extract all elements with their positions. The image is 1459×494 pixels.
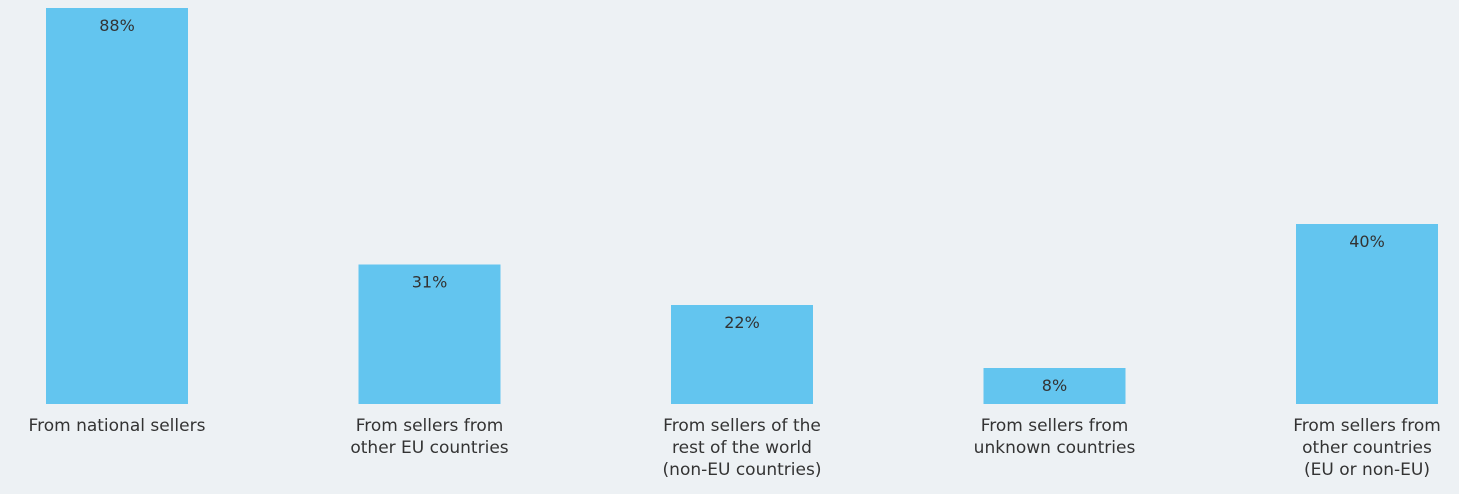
category-label-4-line-1: other countries [1302, 438, 1432, 458]
bars-group [46, 8, 1438, 404]
value-labels-group: 88% 31% 22% 8% 40% [99, 16, 1385, 395]
value-label-0: 88% [99, 16, 135, 35]
category-label-1-line-1: other EU countries [350, 438, 508, 458]
category-label-0-line-0: From national sellers [29, 416, 206, 436]
bar-4 [1296, 224, 1438, 404]
category-label-4-line-2: (EU or non-EU) [1304, 460, 1430, 480]
bar-2 [671, 305, 813, 404]
category-label-3-line-1: unknown countries [974, 438, 1136, 458]
category-labels-group: From national sellers From sellers from ot… [29, 416, 1441, 480]
category-label-3: From sellers from unknown countries [974, 416, 1136, 458]
category-label-2-line-1: rest of the world [672, 438, 812, 458]
category-label-4: From sellers from other countries (EU or n… [1293, 416, 1441, 480]
category-label-2-line-0: From sellers of the [663, 416, 821, 436]
value-label-2: 22% [724, 313, 760, 332]
category-label-1-line-0: From sellers from [356, 416, 504, 436]
bar-3 [983, 368, 1126, 404]
value-label-4: 40% [1349, 232, 1385, 251]
bar-1 [358, 264, 501, 404]
category-label-2: From sellers of the rest of the world (non… [663, 416, 822, 480]
category-label-3-line-0: From sellers from [981, 416, 1129, 436]
bar-0 [46, 8, 188, 404]
category-label-2-line-2: (non-EU countries) [663, 460, 822, 480]
category-label-4-line-0: From sellers from [1293, 416, 1441, 436]
value-label-3: 8% [1042, 376, 1067, 395]
category-label-0: From national sellers [29, 416, 206, 436]
category-label-1: From sellers from other EU countries [350, 416, 508, 458]
value-label-1: 31% [412, 273, 448, 292]
